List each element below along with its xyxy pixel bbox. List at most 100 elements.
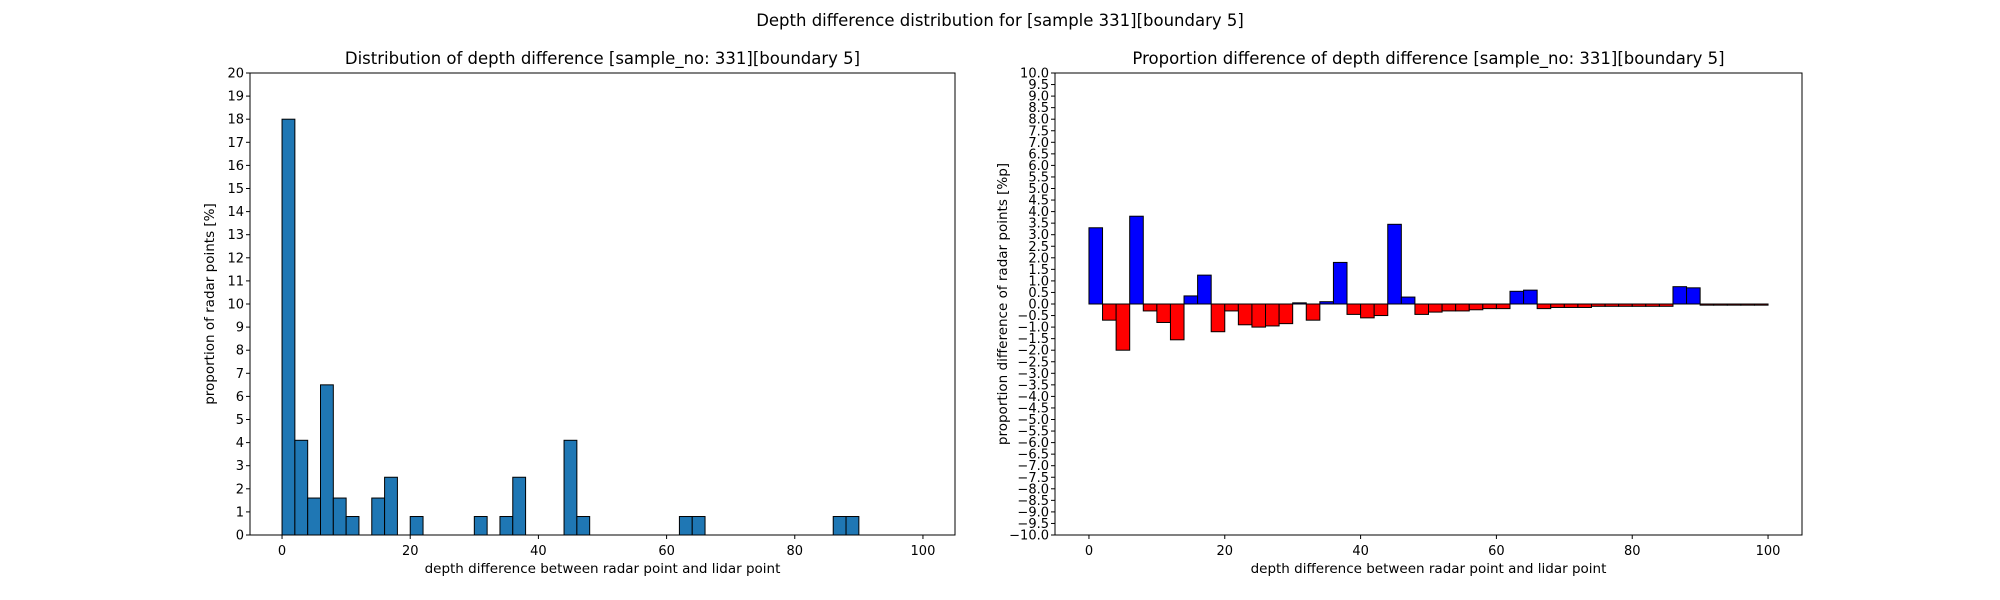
histogram-title: Distribution of depth difference [sample… [345,49,860,69]
histogram-bar [281,118,296,536]
difference-bars [1088,215,1769,351]
difference-bar [1686,287,1701,305]
histogram-y-tick-label: 12 [227,251,244,266]
difference-y-tick-label: −1.0 [1017,321,1049,336]
difference-y-tick-label: 6.5 [1028,147,1049,162]
difference-bar [1278,303,1294,325]
difference-bar [1156,303,1171,323]
difference-bar [1142,303,1158,312]
difference-bar [1292,302,1307,305]
histogram-x-tick-label: 20 [402,544,419,559]
difference-y-tick-label: −4.5 [1017,401,1049,416]
histogram-y-tick-label: 4 [236,436,244,451]
histogram-bar [576,516,591,536]
difference-bar [1224,303,1239,312]
difference-y-tick-label: 8.0 [1028,113,1049,128]
difference-bar [1753,303,1769,306]
difference-y-tick-label: −9.0 [1017,505,1049,520]
difference-bar [1550,303,1565,308]
histogram-bar [307,497,322,536]
difference-bar [1577,303,1592,308]
difference-bar [1428,303,1443,313]
difference-y-tick-label: −0.5 [1017,309,1049,324]
difference-y-tick-label: −5.0 [1017,413,1049,428]
difference-y-tick-label: 4.5 [1028,194,1049,209]
difference-y-tick-label: −8.5 [1017,494,1049,509]
difference-y-tick-label: −7.0 [1017,459,1049,474]
difference-y-tick-label: 7.5 [1028,124,1049,139]
difference-x-ticks: 0 20 40 60 80 100 [1085,535,1781,559]
difference-y-tick-label: 2.0 [1028,251,1049,266]
difference-y-tick-label: 1.5 [1028,263,1049,278]
histogram-bar [320,384,334,536]
difference-bar [1373,303,1389,317]
difference-bar [1536,303,1552,310]
histogram-bar [499,516,514,536]
difference-y-tick-label: −10.0 [1009,529,1049,544]
difference-bar [1509,290,1525,305]
difference-bar [1088,227,1104,305]
difference-bar [1414,303,1430,315]
difference-bar [1523,289,1538,305]
difference-y-tick-label: −3.0 [1017,367,1049,382]
difference-x-tick-label: 80 [1624,544,1641,559]
histogram-y-tick-label: 8 [236,344,244,359]
difference-y-tick-label: 5.0 [1028,182,1049,197]
difference-x-tick-label: 100 [1756,544,1781,559]
histogram-bar [409,516,424,536]
histogram-bar [332,497,347,536]
difference-y-axis-label: proportion difference of radar points [%… [995,163,1011,445]
histogram-x-tick-label: 60 [658,544,675,559]
histogram-y-tick-label: 3 [236,459,244,474]
difference-y-tick-label: −6.0 [1017,436,1049,451]
difference-x-tick-label: 40 [1352,544,1369,559]
difference-bar [1265,303,1280,327]
difference-bar [1102,303,1117,321]
difference-bar [1305,303,1321,321]
histogram-x-ticks: 0 20 40 60 80 100 [278,535,935,559]
difference-bar [1482,303,1497,310]
difference-y-tick-label: −1.5 [1017,332,1049,347]
histogram-bar [384,476,398,536]
histogram-y-tick-label: 16 [227,159,244,174]
histogram-y-tick-label: 14 [227,205,244,220]
histogram-x-tick-label: 80 [786,544,803,559]
histogram-y-tick-label: 17 [227,136,244,151]
histogram-bar [294,439,309,536]
difference-bar [1115,303,1131,351]
difference-y-tick-label: 6.0 [1028,159,1049,174]
difference-y-tick-label: 7.0 [1028,136,1049,151]
difference-y-tick-label: 1.0 [1028,274,1049,289]
difference-bar [1672,286,1688,305]
difference-bar [1455,303,1470,312]
difference-bar [1441,303,1457,312]
difference-y-tick-label: 8.5 [1028,101,1049,116]
difference-y-tick-label: 0.5 [1028,286,1049,301]
difference-y-tick-label: 10.0 [1020,67,1049,82]
difference-bar [1346,303,1362,315]
difference-bar [1319,301,1334,305]
difference-x-tick-label: 20 [1216,544,1233,559]
difference-bar [1332,261,1348,305]
difference-bar [1740,303,1755,306]
histogram-bar [371,497,386,536]
difference-bar [1495,303,1511,310]
difference-bar [1387,223,1402,305]
difference-bar [1618,303,1633,307]
difference-y-tick-label: 2.5 [1028,240,1049,255]
difference-y-tick-label: −7.5 [1017,471,1049,486]
difference-y-tick-label: −4.0 [1017,390,1049,405]
difference-y-ticks: −10.0−9.5−9.0−8.5−8.0−7.5−7.0−6.5−6.0−5.… [1009,67,1055,544]
difference-y-tick-label: −9.5 [1017,517,1049,532]
difference-y-tick-label: −8.0 [1017,482,1049,497]
histogram-y-tick-label: 15 [227,182,244,197]
histogram-bar [678,516,693,536]
difference-y-tick-label: 0.0 [1028,298,1049,313]
histogram-y-tick-label: 11 [227,274,244,289]
difference-bar [1713,303,1728,306]
difference-bar [1590,303,1606,307]
histogram-bar [832,516,847,536]
difference-bar [1169,303,1185,341]
